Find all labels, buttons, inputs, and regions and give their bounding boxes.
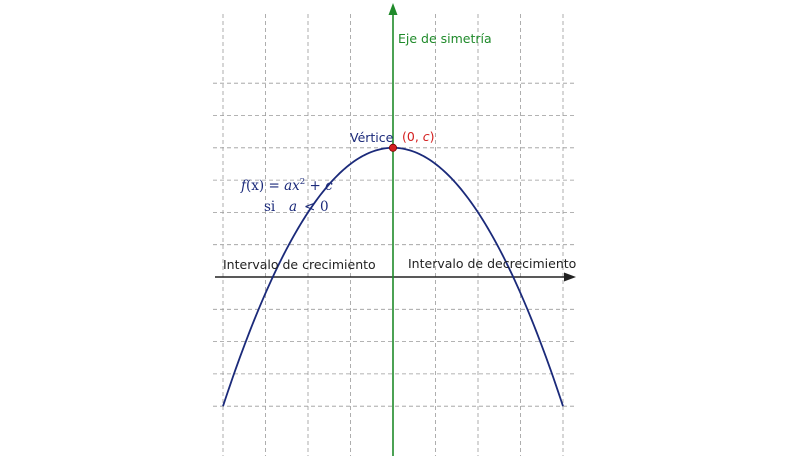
function-condition: si a <0 [264,199,329,215]
grid [213,14,575,456]
vertex-coordinate: (0, c) [402,129,435,144]
function-formula: f(x) = ax2 + c [240,177,333,194]
increasing-interval-label: Intervalo de crecimiento [223,257,376,272]
decreasing-interval-label: Intervalo de decrecimiento [408,256,576,271]
x-axis-arrow-icon [564,272,576,282]
vertex-label: Vértice [350,130,394,145]
symmetry-axis-label: Eje de simetría [398,31,492,46]
symmetry-axis-arrow-icon [388,3,398,15]
vertex-point [388,143,397,152]
